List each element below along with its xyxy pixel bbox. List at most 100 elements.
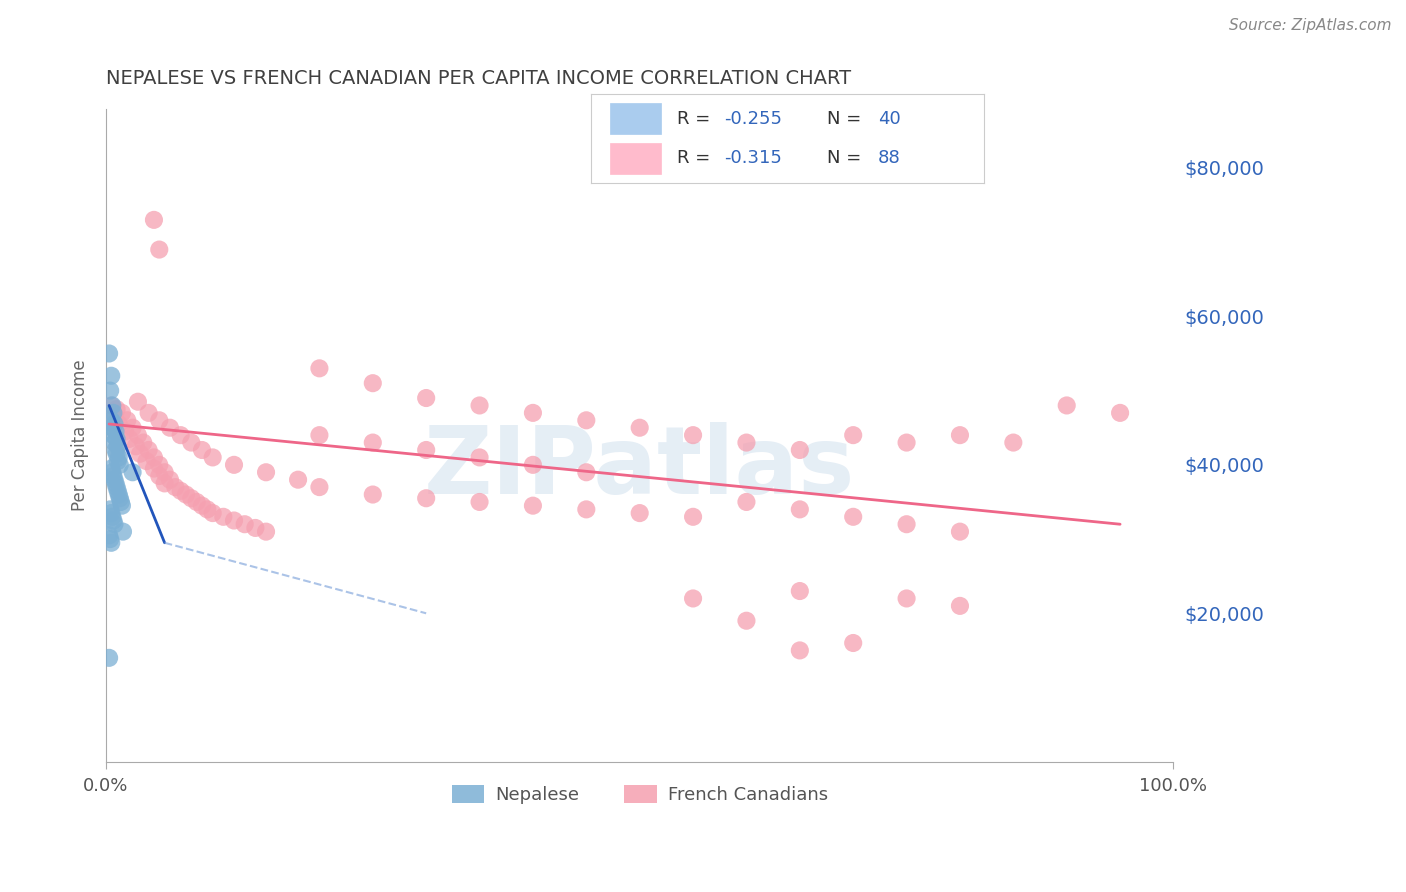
- Point: [169, 428, 191, 442]
- Text: N =: N =: [827, 149, 866, 167]
- Point: [135, 454, 157, 468]
- Point: [138, 442, 160, 457]
- Point: [107, 487, 129, 501]
- Point: [114, 425, 136, 439]
- Point: [107, 450, 129, 465]
- Point: [682, 591, 704, 606]
- Point: [104, 425, 127, 439]
- Point: [103, 469, 125, 483]
- Point: [98, 650, 121, 665]
- Point: [101, 465, 124, 479]
- Point: [361, 376, 384, 391]
- Bar: [610, 103, 661, 134]
- Point: [522, 458, 544, 472]
- Point: [201, 506, 224, 520]
- Point: [195, 502, 218, 516]
- Point: [104, 476, 127, 491]
- Point: [735, 495, 758, 509]
- Point: [117, 413, 139, 427]
- Text: -0.255: -0.255: [724, 110, 782, 128]
- Point: [127, 394, 149, 409]
- Point: [107, 439, 129, 453]
- Point: [98, 384, 121, 398]
- Point: [103, 406, 125, 420]
- Point: [103, 435, 125, 450]
- Point: [148, 458, 170, 472]
- Point: [111, 406, 134, 420]
- Point: [254, 465, 277, 479]
- Point: [98, 528, 121, 542]
- Point: [789, 643, 811, 657]
- Point: [105, 432, 128, 446]
- Point: [107, 417, 129, 431]
- Point: [108, 491, 131, 506]
- Point: [104, 442, 127, 457]
- Point: [222, 514, 245, 528]
- Point: [682, 509, 704, 524]
- Point: [575, 502, 598, 516]
- Point: [159, 473, 181, 487]
- Point: [842, 636, 865, 650]
- Point: [132, 435, 155, 450]
- Point: [103, 473, 125, 487]
- Point: [415, 391, 437, 405]
- Point: [842, 509, 865, 524]
- Y-axis label: Per Capita Income: Per Capita Income: [72, 359, 89, 511]
- Point: [842, 428, 865, 442]
- Point: [165, 480, 187, 494]
- Point: [111, 524, 134, 539]
- Point: [153, 476, 176, 491]
- Point: [98, 346, 121, 360]
- Text: R =: R =: [678, 110, 716, 128]
- Point: [415, 442, 437, 457]
- Point: [949, 524, 972, 539]
- Point: [468, 399, 491, 413]
- Text: -0.315: -0.315: [724, 149, 782, 167]
- Point: [415, 491, 437, 506]
- Point: [148, 469, 170, 483]
- Point: [98, 532, 121, 546]
- Point: [308, 361, 330, 376]
- Point: [361, 435, 384, 450]
- Point: [101, 421, 124, 435]
- Point: [100, 368, 122, 383]
- Point: [522, 406, 544, 420]
- Text: ZIPatlas: ZIPatlas: [425, 422, 855, 514]
- Point: [142, 450, 165, 465]
- Point: [125, 439, 148, 453]
- Point: [575, 413, 598, 427]
- Text: R =: R =: [678, 149, 716, 167]
- Point: [108, 458, 131, 472]
- Point: [789, 442, 811, 457]
- Point: [201, 450, 224, 465]
- Point: [212, 509, 235, 524]
- Point: [735, 614, 758, 628]
- Point: [949, 599, 972, 613]
- Point: [103, 428, 125, 442]
- Point: [105, 447, 128, 461]
- Text: 88: 88: [877, 149, 901, 167]
- Point: [118, 432, 141, 446]
- Point: [105, 480, 128, 494]
- Point: [110, 495, 132, 509]
- Point: [142, 212, 165, 227]
- Point: [1109, 406, 1132, 420]
- Point: [361, 487, 384, 501]
- Point: [98, 502, 121, 516]
- Point: [682, 428, 704, 442]
- Point: [287, 473, 309, 487]
- Point: [191, 442, 214, 457]
- Point: [308, 428, 330, 442]
- Point: [111, 499, 134, 513]
- Point: [628, 421, 651, 435]
- Point: [1056, 399, 1078, 413]
- Text: NEPALESE VS FRENCH CANADIAN PER CAPITA INCOME CORRELATION CHART: NEPALESE VS FRENCH CANADIAN PER CAPITA I…: [105, 69, 851, 87]
- Point: [148, 413, 170, 427]
- Text: Source: ZipAtlas.com: Source: ZipAtlas.com: [1229, 18, 1392, 33]
- Point: [789, 502, 811, 516]
- Point: [180, 435, 202, 450]
- Point: [180, 491, 202, 506]
- Point: [103, 409, 125, 424]
- Point: [100, 461, 122, 475]
- Point: [896, 517, 918, 532]
